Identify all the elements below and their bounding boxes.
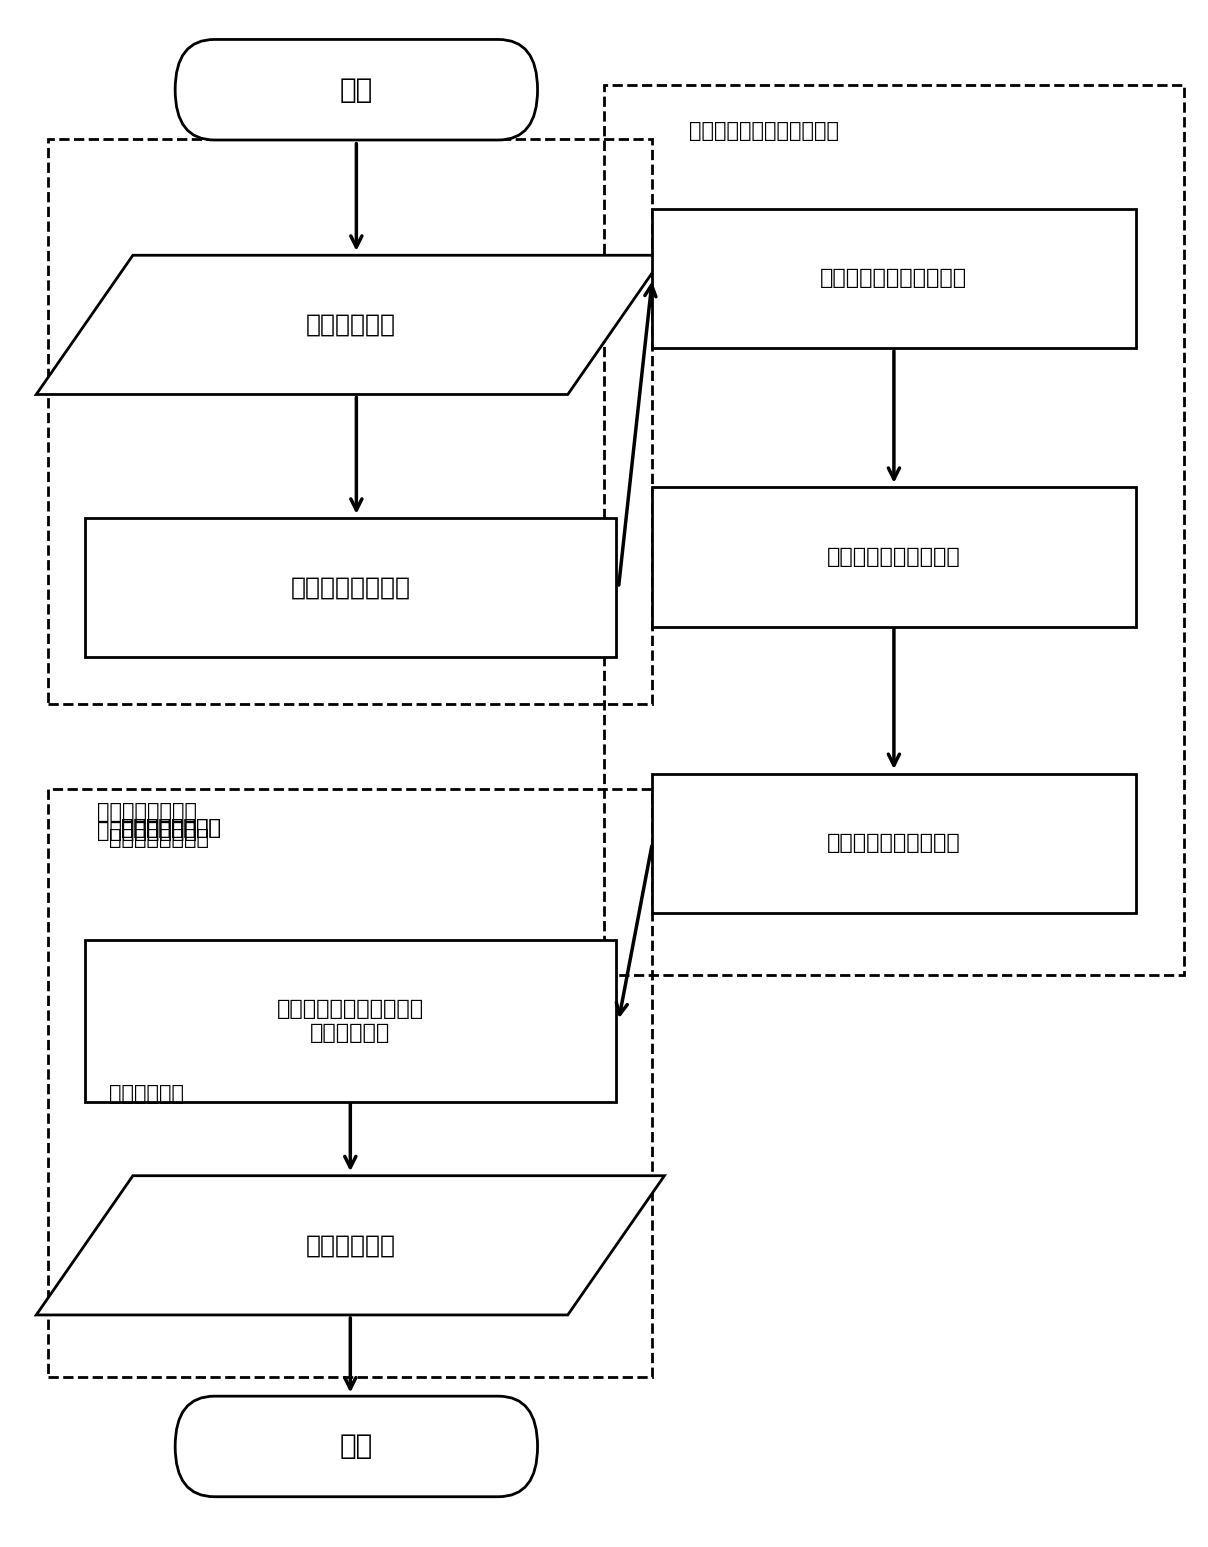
- Polygon shape: [36, 1176, 664, 1315]
- Text: 基于多高斯核密度估计的
运动异常模式: 基于多高斯核密度估计的 运动异常模式: [277, 999, 424, 1043]
- Bar: [604, 85, 1184, 975]
- Polygon shape: [36, 255, 664, 394]
- Text: 层次独立成分基元学习: 层次独立成分基元学习: [827, 834, 960, 852]
- Text: 图像块采样构建训练集合: 图像块采样构建训练集合: [820, 269, 968, 288]
- Bar: [48, 789, 652, 1377]
- Text: 结束: 结束: [339, 1433, 373, 1460]
- Text: 光流运动特征提取: 光流运动特征提取: [121, 818, 221, 837]
- Text: 运动异常检测: 运动异常检测: [109, 1084, 184, 1103]
- FancyBboxPatch shape: [175, 40, 538, 141]
- Text: 开始: 开始: [339, 76, 373, 104]
- Text: 单层独立成分基元学习: 单层独立成分基元学习: [827, 548, 960, 566]
- Text: 光流运动特征提取: 光流运动特征提取: [97, 803, 197, 821]
- Bar: [652, 487, 1136, 627]
- Bar: [652, 209, 1136, 348]
- Text: 计算光流运动特征: 计算光流运动特征: [290, 575, 411, 600]
- Text: 光流运动特征提取: 光流运动特征提取: [109, 829, 209, 848]
- Text: 层次独立成分运动基元学习: 层次独立成分运动基元学习: [689, 122, 838, 141]
- Bar: [48, 139, 652, 704]
- Bar: [85, 941, 616, 1101]
- Text: 运动异常检测: 运动异常检测: [306, 1233, 395, 1258]
- Bar: [652, 774, 1136, 913]
- Text: 光流运动特征提取: 光流运动特征提取: [121, 818, 221, 837]
- Text: 光流运动特征提取: 光流运动特征提取: [97, 821, 197, 840]
- Bar: [85, 518, 616, 657]
- FancyBboxPatch shape: [175, 1395, 538, 1497]
- Text: 输入视频序列: 输入视频序列: [306, 312, 395, 337]
